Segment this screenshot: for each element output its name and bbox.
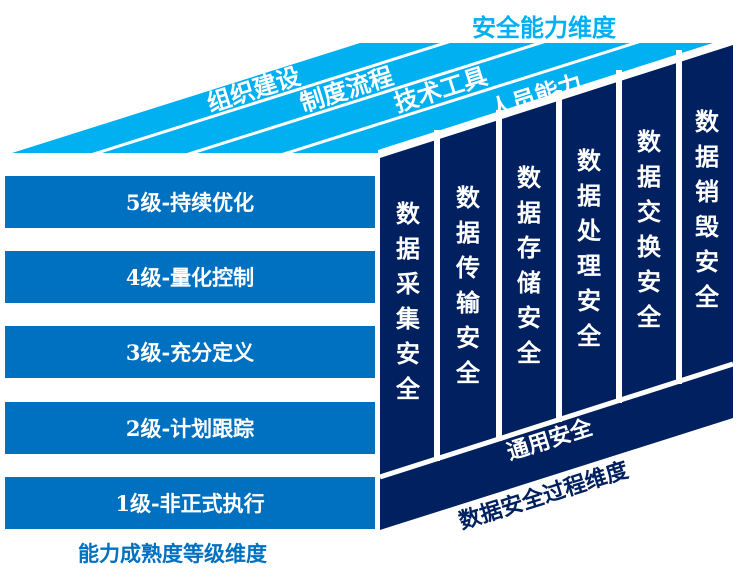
level-label: 3级-充分定义: [125, 340, 255, 365]
stage-storage: 数据存储安全: [517, 163, 541, 367]
stage-exchange: 数据交换安全: [637, 127, 661, 331]
level-2: 2级-计划跟踪: [5, 402, 375, 454]
level-4: 4级-量化控制: [5, 251, 375, 303]
level-label: 1级-非正式执行: [115, 491, 265, 516]
top-strip-process: [102, 43, 535, 153]
top-strip-tools: [197, 43, 630, 153]
level-label: 4级-量化控制: [125, 265, 255, 290]
level-5: 5级-持续优化: [5, 176, 375, 228]
top-strip-org: [12, 43, 440, 153]
stage-destruction: 数据销毁安全: [695, 107, 719, 311]
level-3: 3级-充分定义: [5, 326, 375, 378]
column-dividers: [434, 50, 682, 461]
stage-collection: 数据采集安全: [396, 199, 420, 403]
level-label: 2级-计划跟踪: [125, 416, 255, 441]
maturity-dimension-title: 能力成熟度等级维度: [78, 541, 267, 566]
level-1: 1级-非正式执行: [5, 477, 375, 529]
capability-dimension-title: 安全能力维度: [472, 13, 616, 42]
general-divider: [379, 361, 734, 480]
stage-processing: 数据处理安全: [577, 146, 601, 350]
stage-transmission: 数据传输安全: [456, 183, 480, 387]
level-label: 5级-持续优化: [125, 190, 255, 215]
